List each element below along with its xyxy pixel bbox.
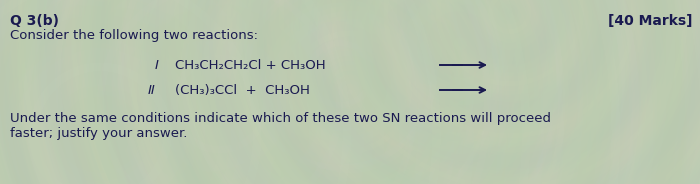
Text: II: II: [148, 84, 155, 97]
Text: I: I: [155, 59, 159, 72]
Text: Consider the following two reactions:: Consider the following two reactions:: [10, 29, 258, 42]
Text: [40 Marks]: [40 Marks]: [608, 14, 692, 28]
Text: Under the same conditions indicate which of these two SN reactions will proceed: Under the same conditions indicate which…: [10, 112, 551, 125]
Text: faster; justify your answer.: faster; justify your answer.: [10, 127, 188, 140]
Text: CH₃CH₂CH₂Cl + CH₃OH: CH₃CH₂CH₂Cl + CH₃OH: [175, 59, 326, 72]
Text: Q 3(b): Q 3(b): [10, 14, 59, 28]
Text: (CH₃)₃CCl  +  CH₃OH: (CH₃)₃CCl + CH₃OH: [175, 84, 310, 97]
